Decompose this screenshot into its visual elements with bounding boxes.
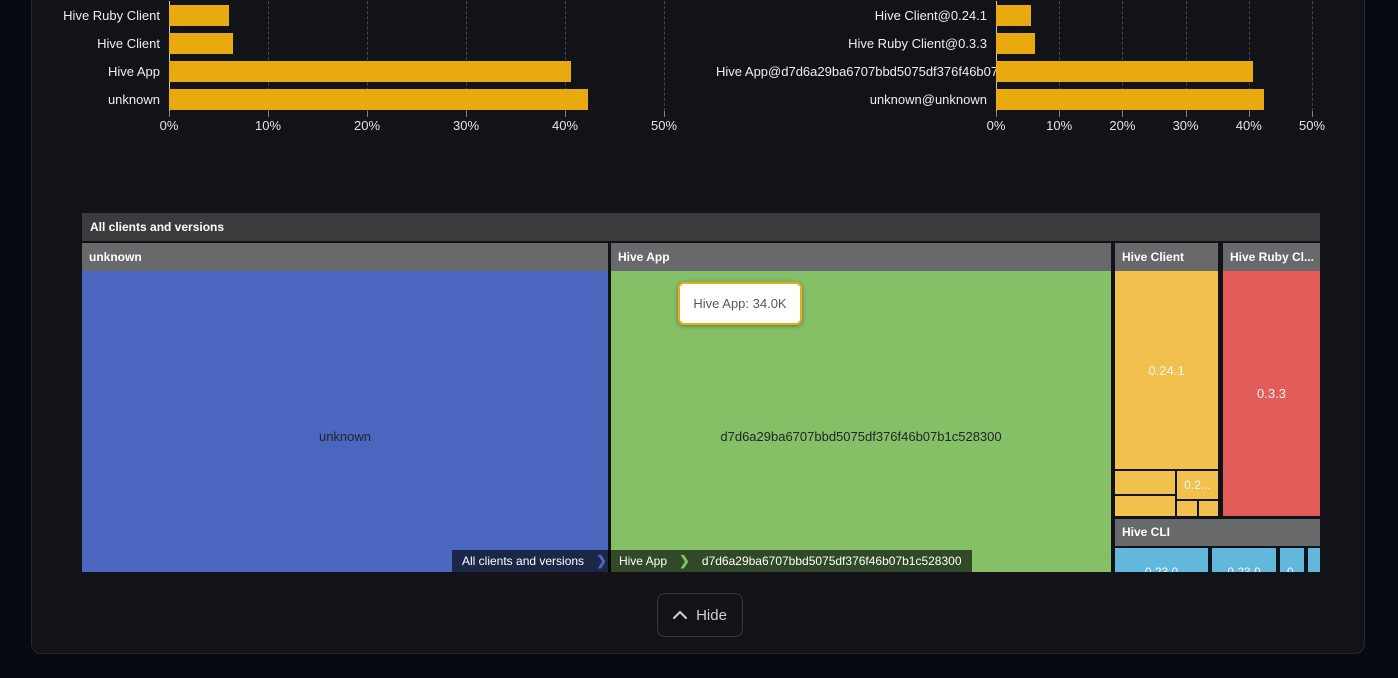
breadcrumb-item-hash[interactable]: d7d6a29ba6707bbd5075df376f46b07b1c528300 — [701, 554, 962, 568]
chart-row: unknown@unknown — [716, 89, 1312, 110]
hide-button-label: Hide — [696, 606, 727, 624]
tile-label: 0.23.0 — [1227, 565, 1261, 572]
treemap-section-header-hive-client[interactable]: Hive Client — [1115, 243, 1218, 271]
chevron-right-icon: ❯ — [679, 553, 690, 568]
chart-row: Hive Client — [41, 33, 664, 54]
x-tick: 30% — [452, 118, 480, 133]
treemap-section-header-hive-app[interactable]: Hive App — [611, 243, 1111, 271]
treemap-tooltip: Hive App: 34.0K — [678, 282, 802, 325]
breadcrumb-item-hive-app[interactable]: Hive App — [618, 554, 667, 568]
treemap-tile-hive-client-minor[interactable] — [1177, 501, 1197, 516]
stats-panel: 0% 10% 20% 30% 40% 50% Hive Ruby Client … — [31, 0, 1365, 654]
clients-bar-chart: 0% 10% 20% 30% 40% 50% Hive Ruby Client … — [41, 1, 677, 141]
chart-gridlines: 0% 10% 20% 30% 40% 50% — [160, 1, 677, 133]
hide-button[interactable]: Hide — [657, 593, 743, 637]
bar[interactable] — [169, 61, 571, 82]
tile-label: 0. — [1286, 565, 1297, 572]
x-tick: 40% — [551, 118, 579, 133]
chart-row: unknown — [41, 89, 664, 110]
bar[interactable] — [996, 5, 1031, 26]
treemap-section-header-hive-ruby-client[interactable]: Hive Ruby Cl... — [1223, 243, 1320, 271]
category-label: Hive Ruby Client — [63, 8, 160, 23]
bar[interactable] — [996, 33, 1036, 54]
bar[interactable] — [996, 61, 1254, 82]
x-tick: 0% — [159, 118, 179, 133]
chart-row: Hive App — [41, 61, 664, 82]
bar[interactable] — [169, 33, 234, 54]
treemap-tile-hive-cli-0230[interactable]: 0.23.0 — [1115, 548, 1208, 572]
tile-label: 0.2... — [1184, 478, 1211, 492]
treemap-section-header-unknown[interactable]: unknown — [82, 243, 608, 271]
treemap-tile-hive-ruby-client-033[interactable]: 0.3.3 — [1223, 271, 1320, 516]
treemap-tile-hive-cli-minor[interactable]: 0. — [1280, 548, 1304, 572]
tile-label: 0.23.0 — [1144, 565, 1179, 572]
x-tick: 20% — [1109, 118, 1136, 133]
treemap-root-header[interactable]: All clients and versions — [82, 213, 1320, 241]
treemap-section-header-hive-cli[interactable]: Hive CLI — [1115, 519, 1320, 546]
x-tick: 0% — [986, 118, 1006, 133]
chart-row: Hive App@d7d6a29ba6707bbd5075df376f46b07… — [716, 61, 1312, 82]
category-label: Hive App@d7d6a29ba6707bbd5075df376f46b07… — [716, 64, 1006, 79]
treemap-tile-hive-cli-minor[interactable] — [1308, 548, 1320, 572]
chart-row: Hive Ruby Client@0.3.3 — [716, 33, 1312, 54]
tile-label: d7d6a29ba6707bbd5075df376f46b07b1c528300 — [720, 429, 1002, 444]
treemap-tile-hive-client-0241[interactable]: 0.24.1 — [1115, 271, 1218, 469]
treemap-tile-hive-client-minor[interactable] — [1115, 471, 1175, 494]
treemap-tile-hive-client-minor[interactable] — [1199, 501, 1218, 516]
bar[interactable] — [169, 89, 588, 110]
x-tick: 10% — [1046, 118, 1073, 133]
bar[interactable] — [996, 89, 1264, 110]
treemap-tile-hive-cli-0230b[interactable]: 0.23.0 — [1212, 548, 1276, 572]
tooltip-text: Hive App: 34.0K — [693, 296, 787, 311]
x-tick: 10% — [254, 118, 282, 133]
chart-row: Hive Ruby Client — [41, 5, 664, 26]
tile-label: 0.24.1 — [1148, 363, 1185, 378]
chart-row: Hive Client@0.24.1 — [716, 5, 1312, 26]
x-tick: 50% — [650, 118, 678, 133]
tile-label: unknown — [318, 429, 372, 444]
treemap-tile-unknown[interactable]: unknown — [82, 271, 608, 572]
bar[interactable] — [169, 5, 230, 26]
x-tick: 30% — [1172, 118, 1199, 133]
breadcrumb-item-root[interactable]: All clients and versions — [462, 554, 585, 568]
chevron-up-icon — [673, 611, 688, 619]
category-label: Hive Client@0.24.1 — [874, 8, 987, 23]
client-versions-bar-chart: 0% 10% 20% 30% 40% 50% Hive Client@0.24.… — [716, 1, 1325, 141]
category-label: unknown — [107, 92, 160, 107]
tile-label: 0.3.3 — [1257, 386, 1286, 401]
category-label: Hive App — [107, 64, 160, 79]
category-label: Hive Ruby Client@0.3.3 — [848, 36, 987, 51]
category-label: Hive Client — [97, 36, 160, 51]
treemap-breadcrumb: All clients and versions ❯ Hive App ❯ d7… — [452, 550, 972, 572]
chevron-right-icon: ❯ — [596, 553, 607, 568]
x-tick: 20% — [353, 118, 381, 133]
treemap-tile-hive-client-02x[interactable]: 0.2... — [1177, 471, 1218, 499]
category-label: unknown@unknown — [869, 92, 987, 107]
clients-treemap: All clients and versions unknown unknown… — [82, 213, 1320, 572]
chart-gridlines: 0% 10% 20% 30% 40% 50% — [987, 1, 1325, 133]
x-tick: 40% — [1235, 118, 1262, 133]
treemap-tile-hive-client-minor[interactable] — [1115, 496, 1175, 516]
x-tick: 50% — [1298, 118, 1326, 133]
